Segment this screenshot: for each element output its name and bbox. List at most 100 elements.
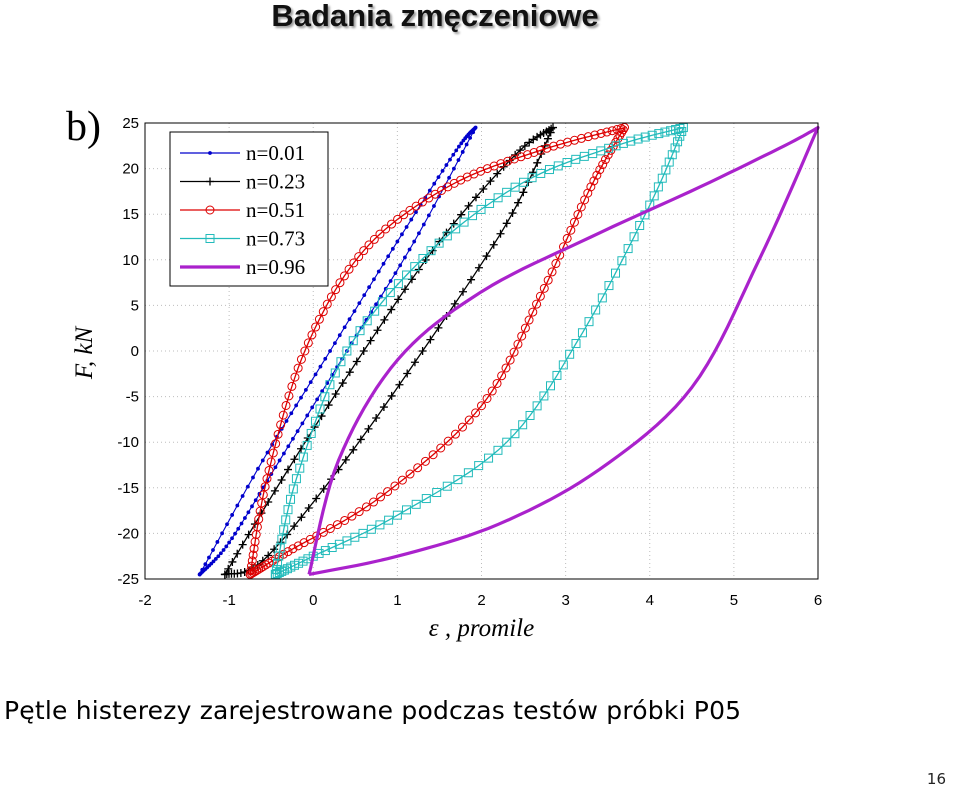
series-marker <box>547 267 557 277</box>
series-marker <box>393 279 403 289</box>
series-marker <box>281 515 291 525</box>
series-marker <box>375 229 385 239</box>
series-marker <box>517 331 527 341</box>
series-marker <box>543 275 553 285</box>
series-marker <box>535 145 545 155</box>
series-marker <box>427 188 432 193</box>
series-marker <box>398 263 403 268</box>
series-marker <box>590 130 600 140</box>
series-marker <box>611 141 621 151</box>
series-marker <box>279 525 289 535</box>
series-marker <box>384 515 394 525</box>
series-marker <box>562 233 572 243</box>
series-marker <box>595 165 605 175</box>
series-marker <box>459 217 469 227</box>
series-n-0-96 <box>307 126 820 576</box>
series-marker <box>471 130 476 135</box>
x-tick-label: 2 <box>477 592 485 609</box>
series-marker <box>352 357 361 366</box>
series-marker <box>373 326 382 335</box>
series-marker <box>562 137 572 147</box>
series-marker <box>299 395 303 400</box>
series-marker <box>393 271 398 276</box>
series-marker <box>286 444 291 449</box>
series-marker <box>510 182 520 192</box>
series-marker <box>390 481 400 491</box>
series-marker <box>618 138 628 148</box>
series-marker <box>553 161 563 171</box>
legend-box <box>169 131 329 287</box>
legend-label: n=0.73 <box>246 227 305 251</box>
series-marker <box>602 127 612 137</box>
series-marker <box>467 275 476 284</box>
series-marker <box>448 157 452 162</box>
series-marker <box>409 217 414 222</box>
series-marker <box>286 494 296 504</box>
series-marker <box>405 469 415 479</box>
series-marker <box>322 299 332 309</box>
series-marker <box>432 181 437 186</box>
series-marker <box>442 231 452 241</box>
series-marker <box>278 410 288 420</box>
x-tick-label: 3 <box>561 592 569 609</box>
series-marker <box>238 540 247 549</box>
page-number: 16 <box>926 770 946 788</box>
series-marker <box>218 551 223 556</box>
series-marker <box>250 504 254 509</box>
series-marker <box>296 354 306 364</box>
series-marker <box>297 444 306 453</box>
series-marker <box>592 170 602 180</box>
series-marker <box>434 238 444 248</box>
series-marker <box>331 285 341 295</box>
series-marker <box>272 569 282 579</box>
series-marker <box>325 524 335 534</box>
series-marker <box>374 302 378 307</box>
series-marker <box>295 463 305 473</box>
series-marker <box>287 381 297 391</box>
series-marker <box>497 371 507 381</box>
series-marker <box>508 209 517 218</box>
series-marker <box>535 291 545 301</box>
series-marker <box>387 391 396 400</box>
series-marker <box>413 463 423 473</box>
series-marker <box>471 408 481 418</box>
series-marker <box>330 368 340 378</box>
series-marker <box>270 486 279 495</box>
legend-label: n=0.51 <box>246 198 305 222</box>
series-marker <box>410 358 419 367</box>
series-marker <box>290 455 299 464</box>
series-marker <box>573 209 583 219</box>
series-marker <box>407 247 412 252</box>
series-marker <box>253 498 258 503</box>
series-marker <box>501 363 511 373</box>
series-marker <box>265 450 270 455</box>
series-marker <box>421 222 426 227</box>
series-marker <box>542 143 552 153</box>
series-marker <box>442 481 452 491</box>
series-marker <box>654 129 664 139</box>
series-marker <box>502 187 512 197</box>
series-marker <box>348 336 358 346</box>
series-marker <box>623 244 633 254</box>
series-marker <box>520 323 530 333</box>
series-marker <box>463 468 473 478</box>
series-marker <box>303 433 312 442</box>
series-marker <box>417 231 421 236</box>
series-marker <box>635 220 645 230</box>
series-marker <box>221 548 226 552</box>
series-marker <box>660 127 670 137</box>
series-marker <box>468 211 478 221</box>
series-marker <box>401 285 410 294</box>
series-marker <box>392 510 402 520</box>
series-marker <box>546 381 556 391</box>
series-marker <box>528 168 537 177</box>
series-marker <box>323 356 328 361</box>
series-marker <box>291 474 301 484</box>
series-marker <box>349 258 359 268</box>
series-marker <box>203 562 208 566</box>
series-marker <box>487 386 497 396</box>
legend-entry: n=0.23 <box>180 170 305 194</box>
series-marker <box>213 557 218 561</box>
grid <box>144 122 819 580</box>
series-marker <box>394 295 403 304</box>
